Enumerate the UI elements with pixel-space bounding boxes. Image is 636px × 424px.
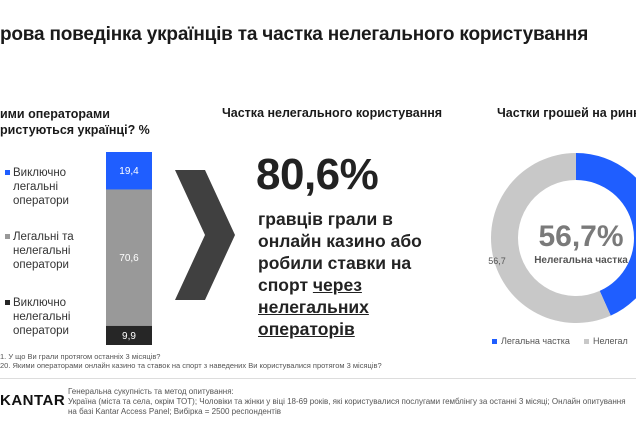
bar-value-label-1: 70,6: [119, 253, 139, 264]
donut-legend-legal: Легальна частка: [492, 336, 570, 346]
legend-black-square-icon: [5, 300, 10, 305]
legend-item-mixed: Легальні та нелегальні оператори: [5, 230, 85, 272]
methodology-body: Україна (міста та села, окрім ТОТ); Чоло…: [68, 397, 626, 416]
legend-item-legal-only: Виключно легальні оператори: [5, 166, 83, 208]
description-underlined-text: через нелегальних операторів: [258, 275, 369, 339]
description-text: гравців грали в онлайн казино або робили…: [258, 209, 422, 295]
donut-center-value: 56,7%: [538, 220, 623, 253]
illegal-usage-heading: Частка нелегального користування: [222, 106, 443, 120]
bar-segment-2: [106, 325, 152, 345]
donut-slices: [490, 153, 636, 323]
bar-segment-1: [106, 189, 152, 326]
donut-legend-gray-icon: [584, 339, 589, 345]
donut-chart: 56,7% Нелегальна частка 56,7: [488, 153, 636, 323]
page-title: рова поведінка українців та частка нелег…: [0, 24, 589, 45]
donut-legend-legal-label: Легальна частка: [501, 336, 570, 346]
footer-divider: [0, 378, 636, 379]
note-line-2: 20. Якими операторами онлайн казино та с…: [0, 361, 382, 370]
legend-label-legal-only: Виключно легальні оператори: [13, 167, 69, 207]
question-line-2: ристуються українці? %: [0, 123, 150, 137]
chevron-arrow-icon: [175, 170, 235, 300]
stacked-bar: 19,4 70,6 9,9: [106, 152, 152, 345]
bar-value-label-0: 19,4: [119, 166, 139, 177]
kantar-logo: KANTAR: [0, 392, 66, 409]
donut-slice-1: [490, 153, 611, 323]
methodology-heading: Генеральна сукупність та метод опитуванн…: [68, 387, 234, 396]
donut-center-label: Нелегальна частка: [534, 255, 628, 266]
illegal-usage-value: 80,6%: [256, 150, 379, 199]
question-line-1: ими операторами: [0, 107, 110, 121]
question-notes: 1. У що Ви грали протягом останніх 3 міс…: [0, 352, 382, 370]
bar-segment-0: [106, 152, 152, 190]
legend-item-illegal-only: Виключно нелегальні оператори: [5, 296, 83, 338]
bar-value-label-2: 9,9: [122, 331, 136, 342]
legend-blue-square-icon: [5, 170, 10, 175]
stacked-bar-chart: 19,4 70,6 9,9: [106, 152, 152, 345]
donut-slice-0: [576, 153, 636, 316]
legend-gray-square-icon: [5, 234, 10, 239]
illegal-usage-description: гравців грали в онлайн казино або робили…: [258, 208, 438, 340]
donut-legend-blue-icon: [492, 339, 497, 345]
stacked-bar-question: ими операторами ристуються українці? %: [0, 106, 150, 138]
donut-legend-illegal-label: Нелегал: [593, 336, 628, 346]
legend-label-mixed: Легальні та нелегальні оператори: [13, 231, 74, 271]
methodology-footer: Генеральна сукупність та метод опитуванн…: [68, 387, 633, 417]
donut-legend-illegal: Нелегал: [584, 336, 628, 346]
note-line-1: 1. У що Ви грали протягом останніх 3 міс…: [0, 352, 161, 361]
legend-label-illegal-only: Виключно нелегальні оператори: [13, 297, 71, 337]
donut-slice-label-illegal: 56,7: [488, 256, 506, 266]
money-share-heading: Частки грошей на ринк: [497, 106, 636, 120]
